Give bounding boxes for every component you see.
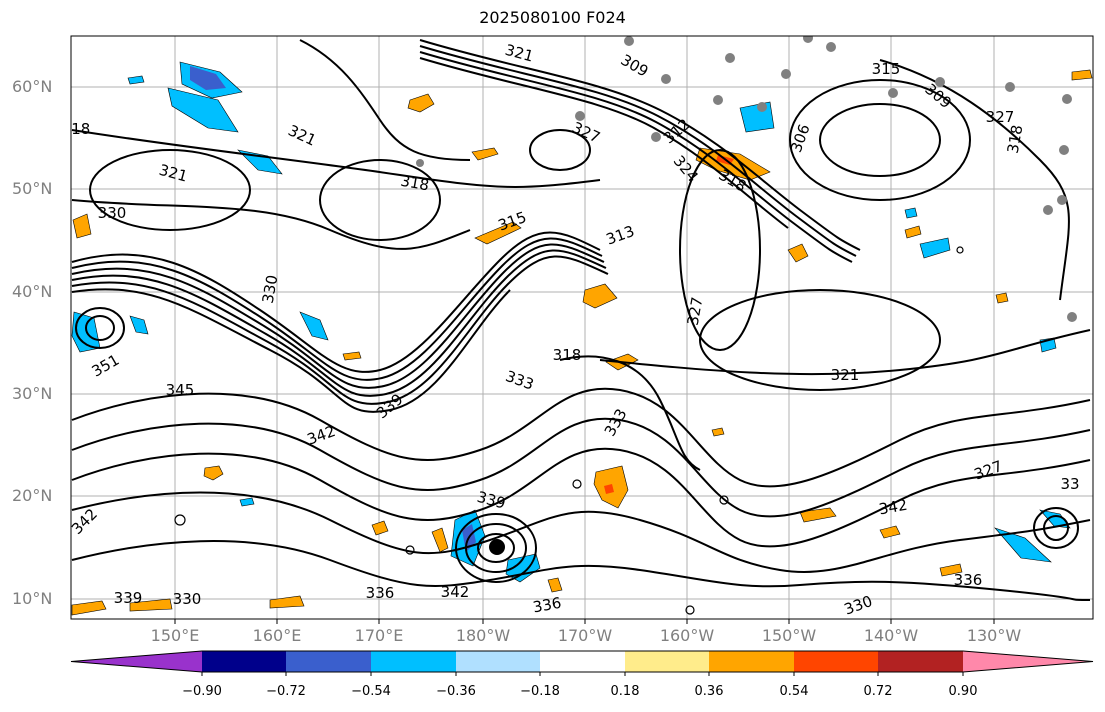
contour-value-label: 318 <box>553 346 582 364</box>
contour-value-label: 321 <box>831 366 860 384</box>
contour-value-label: 342 <box>877 496 908 519</box>
contour-value-label: 330 <box>98 204 127 222</box>
colorbar-tick-label: 0.54 <box>779 684 809 699</box>
colorbar-swatch <box>878 651 963 672</box>
map-title: 2025080100 F024 <box>479 8 626 27</box>
lon-label: 180°W <box>455 626 511 645</box>
lon-label: 170°E <box>354 626 404 645</box>
contour-value-label: 327 <box>684 295 707 326</box>
storm-center-marker <box>489 539 505 555</box>
lat-label: 20°N <box>12 486 53 505</box>
lat-label: 40°N <box>12 282 53 301</box>
lat-label: 30°N <box>12 384 53 403</box>
contour-lines <box>71 39 1091 601</box>
colorbar-tick-label: −0.72 <box>266 684 306 699</box>
lat-label: 10°N <box>12 589 53 608</box>
contour-value-label: 336 <box>366 584 395 602</box>
gridlines <box>71 36 1093 619</box>
contour-value-label: 345 <box>166 381 195 399</box>
colorbar <box>70 650 1094 676</box>
contour-value-label: 330 <box>173 590 202 608</box>
colorbar-tick-label: 0.18 <box>610 684 640 699</box>
contour-value-label: 330 <box>259 273 282 304</box>
lon-label: 160°E <box>252 626 302 645</box>
colorbar-tick-label: −0.18 <box>520 684 560 699</box>
colorbar-tick-label: 0.72 <box>863 684 893 699</box>
minor-contours <box>174 246 964 615</box>
station-markers <box>416 36 1077 322</box>
colorbar-tick-label: 0.90 <box>948 684 978 699</box>
colorbar-swatch <box>71 651 202 672</box>
contour-value-label: 33 <box>1060 475 1079 493</box>
lon-label: 140°W <box>863 626 919 645</box>
colorbar-swatch <box>371 651 456 672</box>
contour-value-label: 327 <box>986 108 1015 126</box>
contour-value-label: 336 <box>954 571 983 589</box>
lat-label: 60°N <box>12 77 53 96</box>
colorbar-tick-label: −0.54 <box>351 684 391 699</box>
colorbar-tick-label: −0.90 <box>182 684 222 699</box>
colorbar-tick-label: −0.36 <box>436 684 476 699</box>
contour-value-label: 318 <box>399 172 430 195</box>
contour-value-label: 318 <box>62 120 91 138</box>
contour-value-label: 318 <box>1004 123 1027 154</box>
colorbar-swatch <box>709 651 794 672</box>
colorbar-tick-label: 0.36 <box>694 684 724 699</box>
contour-value-label: 342 <box>441 583 470 601</box>
lon-label: 150°E <box>150 626 200 645</box>
contour-value-label: 315 <box>872 60 901 78</box>
colorbar-swatch <box>963 651 1093 672</box>
colorbar-swatch <box>794 651 878 672</box>
lat-label: 50°N <box>12 179 53 198</box>
lon-ticks <box>174 619 995 624</box>
map-frame <box>70 35 1094 620</box>
lon-label: 150°W <box>761 626 817 645</box>
colorbar-swatch <box>202 651 286 672</box>
lon-label: 170°W <box>557 626 613 645</box>
contour-value-label: 336 <box>531 594 562 617</box>
lon-label: 130°W <box>966 626 1022 645</box>
colorbar-swatch <box>625 651 709 672</box>
colorbar-swatch <box>540 651 625 672</box>
colorbar-swatch <box>456 651 540 672</box>
contour-value-label: 339 <box>114 589 143 607</box>
lon-label: 160°W <box>659 626 715 645</box>
colorbar-swatch <box>286 651 371 672</box>
